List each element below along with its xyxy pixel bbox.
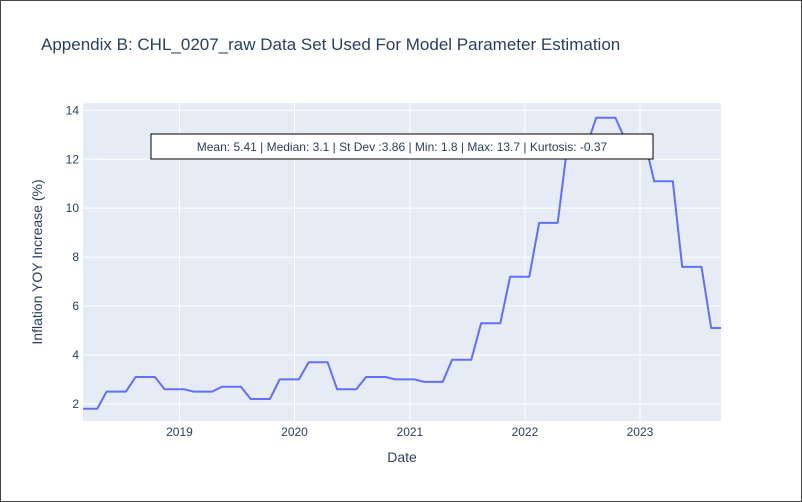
y-tick-label: 4 (72, 348, 79, 362)
x-axis-ticks: 2019 2020 2021 2022 2023 (166, 425, 654, 439)
x-tick-label: 2019 (166, 425, 193, 439)
y-tick-label: 12 (66, 152, 80, 166)
annotation-box (150, 133, 654, 160)
y-axis-title: Inflation YOY Increase (%) (29, 179, 45, 344)
stats-annotation: Mean: 5.41 | Median: 3.1 | St Dev :3.86 … (150, 133, 654, 160)
annotation-text: Mean: 5.41 | Median: 3.1 | St Dev :3.86 … (197, 140, 608, 154)
y-tick-label: 8 (72, 250, 79, 264)
x-tick-label: 2021 (397, 425, 424, 439)
x-tick-label: 2020 (281, 425, 308, 439)
x-axis-title: Date (387, 449, 417, 465)
y-axis-ticks: 2 4 6 8 10 12 14 (66, 103, 80, 411)
y-tick-label: 10 (66, 201, 80, 215)
y-tick-label: 2 (72, 397, 79, 411)
chart-title: Appendix B: CHL_0207_raw Data Set Used F… (41, 35, 621, 54)
y-tick-label: 14 (66, 103, 80, 117)
series-line (83, 116, 721, 410)
y-tick-label: 6 (72, 299, 79, 313)
x-tick-label: 2022 (512, 425, 539, 439)
x-tick-label: 2023 (627, 425, 654, 439)
